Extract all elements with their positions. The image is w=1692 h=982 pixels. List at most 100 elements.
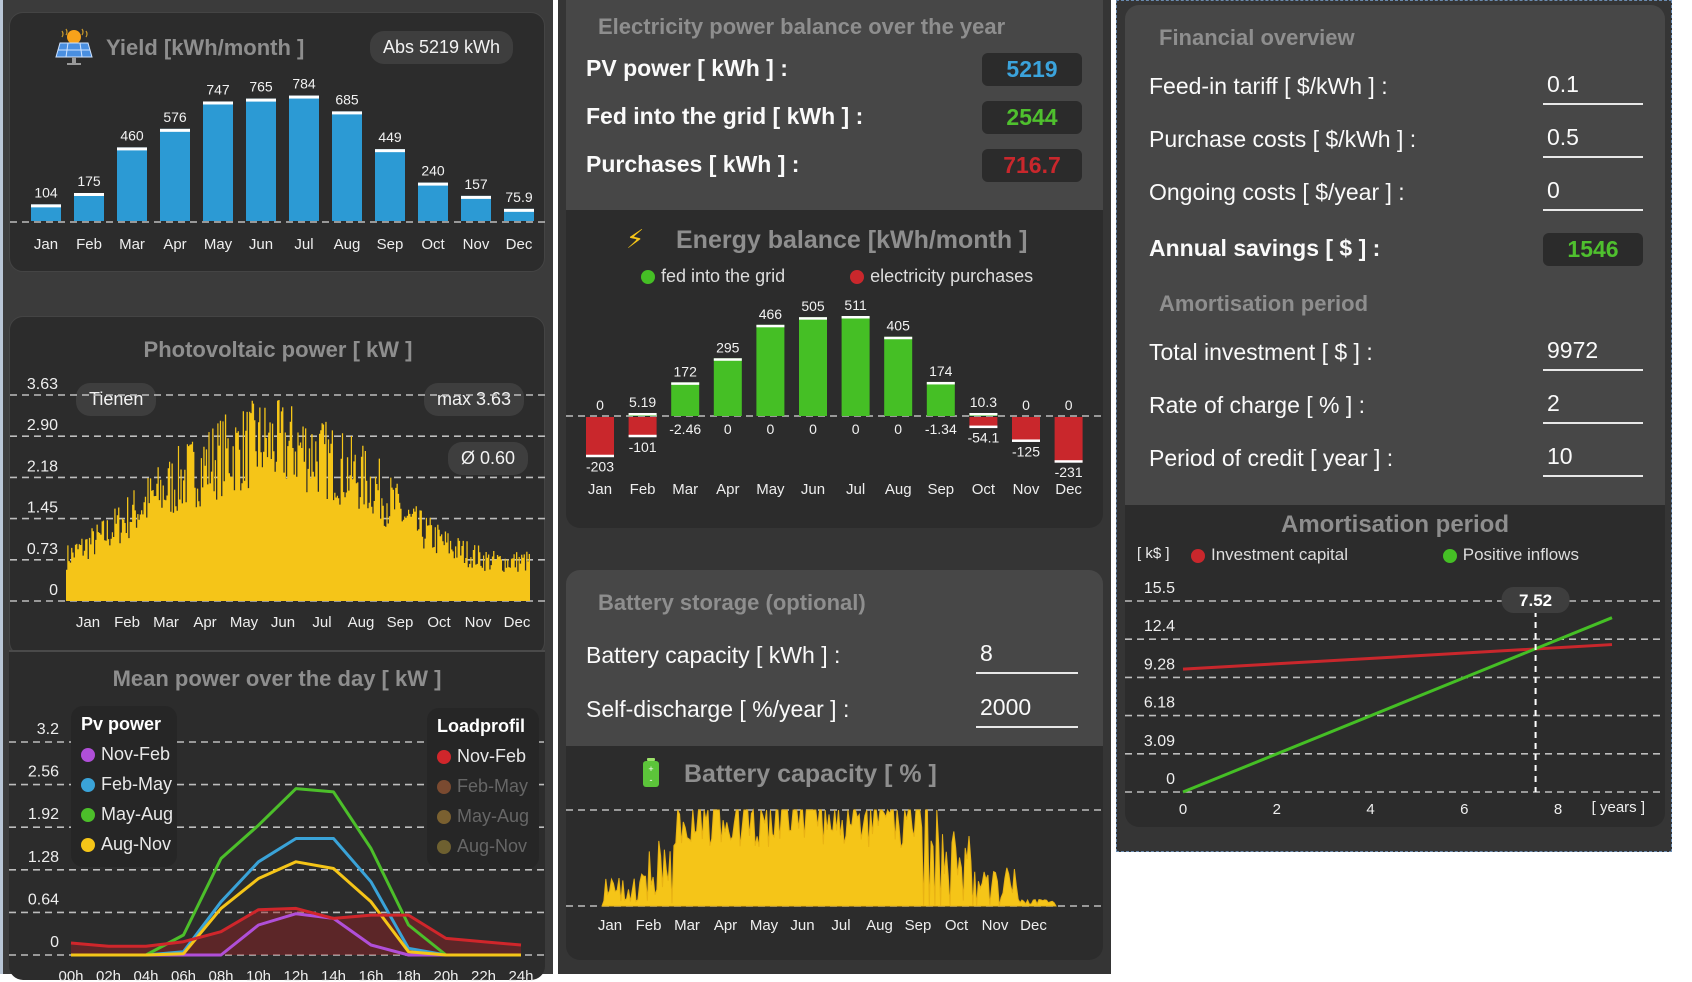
- mean-ytick-label: 1.28: [28, 849, 59, 866]
- legend-item-aug-nov[interactable]: Aug-Nov: [81, 829, 171, 859]
- amort-ytick-label: 15.5: [1144, 580, 1175, 597]
- solar-panel-icon: [52, 27, 96, 67]
- fed-value-label: 5.19: [629, 394, 656, 410]
- purchase-costs-input[interactable]: 0.5: [1543, 122, 1643, 158]
- yield-bar-cap: [289, 95, 319, 99]
- legend-dot: [81, 778, 95, 793]
- fed-value-label: 0: [1022, 397, 1030, 413]
- loadprofil-legend: Loadprofil Nov-Feb Feb-May May-Aug Aug-Nov: [427, 708, 539, 869]
- mean-hour-label: 16h: [358, 968, 383, 982]
- pv-month-label: Apr: [193, 614, 216, 631]
- yield-card: Yield [kWh/month ] Abs 5219 kWh 104 Jan 17…: [9, 12, 546, 272]
- ongoing-costs-input[interactable]: 0: [1543, 175, 1643, 211]
- mean-power-title: Mean power over the day [ kW ]: [112, 666, 442, 691]
- self-discharge-input[interactable]: 2000: [976, 692, 1078, 728]
- legend-item-feb-may[interactable]: Feb-May: [81, 769, 172, 799]
- financial-card: Financial overview Feed-in tariff [ $/kW…: [1125, 5, 1665, 505]
- svg-text:-: -: [650, 775, 653, 785]
- amortisation-section-title: Amortisation period: [1159, 291, 1369, 316]
- purchase-bar-cap: [586, 454, 614, 458]
- yield-bar: [31, 204, 61, 221]
- amort-ytick-label: 9.28: [1144, 656, 1175, 673]
- amort-ytick-label: 6.18: [1144, 695, 1175, 712]
- legend-item-may-aug[interactable]: May-Aug: [81, 799, 173, 829]
- yield-bar: [418, 182, 448, 221]
- amortisation-row-label: Total investment [ $ ] :: [1149, 339, 1373, 365]
- fed-bar-cap: [969, 413, 998, 416]
- yield-bar-cap: [461, 195, 491, 199]
- energy-balance-chart: 0 -203 Jan 5.19 -101 Feb 172 -2.46 Mar 295 0 Apr 466…: [566, 297, 1103, 498]
- pv-legend-title: Pv power: [81, 714, 162, 734]
- balance-row-label: Purchases [ kWh ] :: [586, 151, 800, 177]
- purchase-value-label: -125: [1012, 443, 1040, 459]
- yield-total-badge: Abs 5219 kWh: [370, 31, 514, 64]
- yield-bar-cap: [31, 204, 61, 208]
- total-investment-input[interactable]: 9972: [1543, 335, 1643, 371]
- legend-item-nov-feb[interactable]: Nov-Feb: [437, 741, 529, 771]
- yield-value-label: 685: [335, 91, 359, 107]
- fed-bar: [756, 324, 785, 416]
- fed-bar-cap: [799, 317, 827, 320]
- battery-month-label: Oct: [945, 917, 969, 934]
- legend-dot: [437, 780, 451, 795]
- annual-savings-label: Annual savings [ $ ] :: [1149, 235, 1381, 261]
- yield-bar-cap: [117, 147, 147, 151]
- legend-label: May-Aug: [457, 806, 530, 826]
- energy-month-label: Nov: [1013, 481, 1040, 498]
- feed-in-tariff-input[interactable]: 0.1: [1543, 69, 1643, 105]
- energy-legend: fed into the grid electricity purchases: [641, 266, 1033, 287]
- pv-month-label: Jan: [76, 614, 100, 631]
- legend-dot-fed: [641, 270, 655, 285]
- fed-bar-cap: [628, 413, 657, 416]
- mean-power-card: Mean power over the day [ kW ] 3.2 2.56 1.…: [9, 650, 545, 982]
- mean-hour-label: 10h: [246, 968, 271, 982]
- legend-label: Feb-May: [457, 776, 529, 796]
- pv-month-label: Mar: [153, 614, 179, 631]
- battery-month-label: Dec: [1020, 917, 1047, 934]
- balance-row-value: 2544: [982, 101, 1082, 134]
- purchase-value-label: 0: [724, 421, 732, 437]
- legend-dot: [81, 838, 95, 853]
- pv-ytick-label: 2.90: [27, 417, 58, 434]
- purchase-bar: [1012, 417, 1040, 442]
- yield-value-label: 240: [421, 163, 445, 179]
- right-column: Financial overview Feed-in tariff [ $/kW…: [1116, 0, 1672, 852]
- purchase-value-label: -2.46: [669, 421, 701, 437]
- mean-ytick-label: 0: [50, 934, 59, 951]
- mean-power-chart: 3.2 2.56 1.92 1.28 0.64 0 00h 02h 04h 06h 08h 10h 12…: [9, 721, 545, 982]
- fed-value-label: 172: [674, 363, 698, 379]
- purchase-bar-cap: [969, 425, 998, 429]
- energy-month-label: Oct: [972, 481, 996, 498]
- energy-month-label: Aug: [885, 481, 912, 498]
- fed-value-label: 0: [1065, 397, 1073, 413]
- legend-dot: [437, 840, 451, 855]
- rate-of-charge-input[interactable]: 2: [1543, 388, 1643, 424]
- period-of-credit-input[interactable]: 10: [1543, 441, 1643, 477]
- mean-badge: Ø 0.60: [448, 442, 529, 475]
- mean-hour-label: 08h: [208, 968, 233, 982]
- legend-item-nov-feb[interactable]: Nov-Feb: [81, 739, 170, 769]
- amort-xtick-label: 0: [1179, 801, 1187, 818]
- legend-item-may-aug[interactable]: May-Aug: [437, 801, 529, 831]
- purchase-bar: [586, 417, 614, 457]
- battery-capacity-input[interactable]: 8: [976, 638, 1078, 674]
- fed-value-label: 466: [759, 306, 783, 322]
- yield-bar: [246, 98, 276, 221]
- battery-storage-card: Battery storage (optional) Battery capac…: [566, 570, 1103, 746]
- energy-month-label: Sep: [927, 481, 954, 498]
- financial-row-label: Purchase costs [ $/kWh ] :: [1149, 126, 1417, 152]
- balance-row-label: PV power [ kWh ] :: [586, 55, 788, 81]
- yield-bar-cap: [375, 149, 405, 153]
- legend-item-aug-nov[interactable]: Aug-Nov: [437, 831, 529, 861]
- fed-bar: [884, 336, 913, 416]
- legend-item-feb-may[interactable]: Feb-May: [437, 771, 529, 801]
- yield-value-label: 75.9: [505, 189, 532, 205]
- amortisation-row-label: Period of credit [ year ] :: [1149, 445, 1394, 471]
- pv-month-label: Nov: [465, 614, 492, 631]
- energy-month-label: Jun: [801, 481, 825, 498]
- legend-dot: [81, 748, 95, 763]
- yield-value-label: 449: [378, 129, 402, 145]
- location-badge[interactable]: Tienen: [76, 383, 157, 416]
- energy-balance-card: ⚡ Energy balance [kWh/month ] fed into t…: [566, 210, 1103, 528]
- purchase-value-label: -231: [1055, 464, 1083, 480]
